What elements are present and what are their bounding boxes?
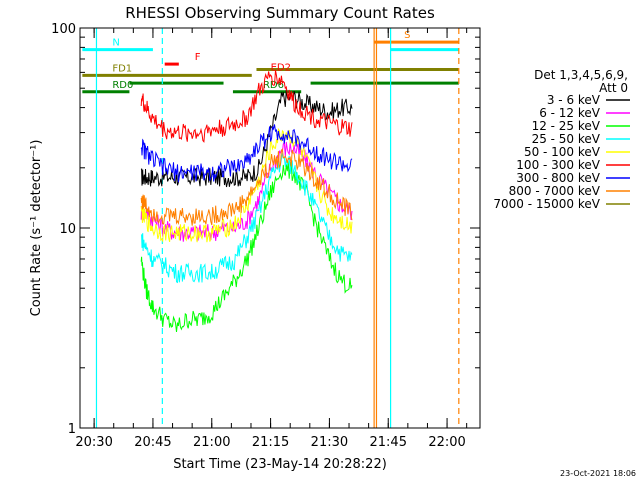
legend-label: 7000 - 15000 keV <box>493 197 600 211</box>
y-tick-label: 10 <box>59 222 76 237</box>
series-line <box>140 70 353 143</box>
y-axis-label: Count Rate (s⁻¹ detector⁻¹) <box>29 140 44 317</box>
series-line <box>140 148 353 226</box>
flag-label: F <box>195 52 201 63</box>
series-group <box>140 70 353 332</box>
y-tick-label: 100 <box>51 22 76 37</box>
legend-label: 3 - 6 keV <box>547 93 601 107</box>
chart-title: RHESSI Observing Summary Count Rates <box>125 4 435 22</box>
legend-label: 100 - 300 keV <box>516 158 600 172</box>
event-vertical-lines <box>95 28 460 428</box>
legend-label: 50 - 100 keV <box>524 145 601 159</box>
x-tick-label: 21:45 <box>370 435 407 450</box>
x-axis-label: Start Time (23-May-14 20:28:22) <box>173 457 387 472</box>
x-tick-label: 20:30 <box>75 435 112 450</box>
x-tick-label: 21:15 <box>252 435 289 450</box>
flag-label: N <box>112 38 119 49</box>
legend-label: 6 - 12 keV <box>539 106 601 120</box>
flag-label: FD1 <box>112 63 132 74</box>
legend-label: 800 - 7000 keV <box>509 184 601 198</box>
y-axis: 1 10 100 <box>51 22 480 437</box>
flag-label: ED2 <box>271 62 291 73</box>
legend-title-line1: Det 1,3,4,5,6,9, <box>534 68 628 82</box>
timestamp: 23-Oct-2021 18:06 <box>560 469 636 478</box>
y-tick-label: 1 <box>68 422 76 437</box>
flag-label: RD0 <box>112 80 133 91</box>
legend-label: 12 - 25 keV <box>532 119 601 133</box>
series-line <box>140 161 353 332</box>
x-tick-label: 20:45 <box>134 435 171 450</box>
legend-label: 25 - 50 keV <box>532 132 601 146</box>
x-tick-label: 21:00 <box>193 435 230 450</box>
series-line <box>140 127 353 243</box>
x-tick-label: 21:30 <box>311 435 348 450</box>
x-tick-label: 22:00 <box>428 435 465 450</box>
series-line <box>140 153 353 284</box>
legend-label: 300 - 800 keV <box>516 171 600 185</box>
flag-label: S <box>404 30 410 41</box>
legend-title-line2: Att 0 <box>599 81 628 95</box>
x-axis: 20:30 20:45 21:00 21:15 21:30 21:45 22:00 <box>75 28 468 450</box>
series-line <box>140 124 353 183</box>
